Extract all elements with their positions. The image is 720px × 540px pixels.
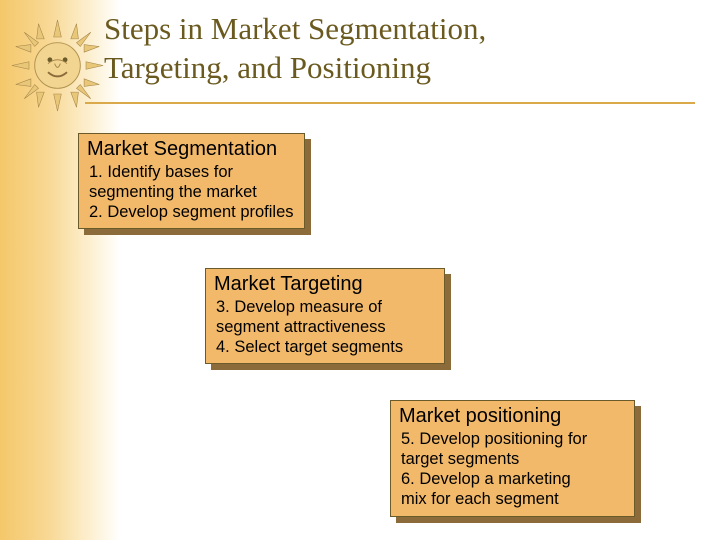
card: Market Targeting 3. Develop measure of s… bbox=[205, 268, 445, 364]
title-underline bbox=[85, 102, 695, 104]
step-box-positioning: Market positioning 5. Develop positionin… bbox=[390, 400, 635, 517]
card-body: 1. Identify bases for segmenting the mar… bbox=[79, 161, 304, 228]
card-heading: Market Segmentation bbox=[79, 134, 304, 161]
card-heading: Market positioning bbox=[391, 401, 634, 428]
card-heading: Market Targeting bbox=[206, 269, 444, 296]
step-box-segmentation: Market Segmentation 1. Identify bases fo… bbox=[78, 133, 305, 229]
title-line-2: Targeting, and Positioning bbox=[104, 50, 431, 85]
card-body: 5. Develop positioning for target segmen… bbox=[391, 428, 634, 516]
card: Market positioning 5. Develop positionin… bbox=[390, 400, 635, 517]
card: Market Segmentation 1. Identify bases fo… bbox=[78, 133, 305, 229]
title-line-1: Steps in Market Segmentation, bbox=[104, 11, 486, 46]
step-box-targeting: Market Targeting 3. Develop measure of s… bbox=[205, 268, 445, 364]
card-body: 3. Develop measure of segment attractive… bbox=[206, 296, 444, 363]
sun-icon bbox=[10, 18, 105, 113]
slide-title: Steps in Market Segmentation, Targeting,… bbox=[104, 10, 486, 88]
